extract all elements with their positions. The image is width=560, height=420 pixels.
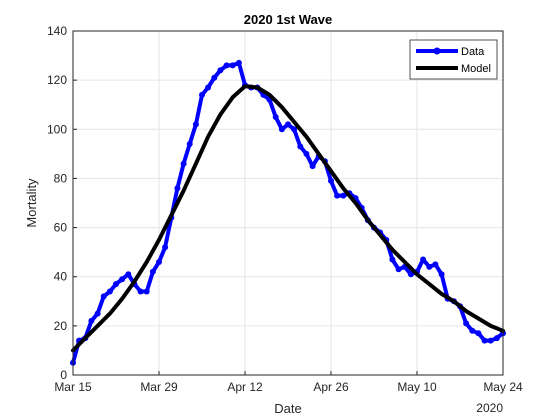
data-point-data — [113, 281, 119, 288]
data-point-data — [88, 317, 95, 324]
plot-area — [73, 31, 503, 375]
data-point-data — [119, 276, 126, 283]
data-point-data — [180, 160, 187, 167]
data-point-data — [493, 335, 500, 342]
y-tick-label: 120 — [47, 73, 67, 87]
legend-box — [409, 39, 498, 80]
data-point-data — [481, 337, 488, 344]
data-point-data — [297, 143, 304, 150]
data-point-data — [432, 261, 439, 268]
data-point-data — [420, 256, 427, 263]
legend-model-label: Model — [461, 63, 491, 75]
data-point-data — [328, 177, 334, 184]
y-tick-label: 100 — [47, 122, 67, 136]
data-point-data — [100, 293, 107, 300]
data-point-data — [235, 59, 242, 66]
data-point-data — [334, 192, 341, 199]
y-tick-label: 60 — [54, 221, 68, 235]
y-axis-label: Mortality — [24, 178, 39, 228]
data-point-data — [285, 121, 291, 128]
y-tick-label: 20 — [54, 319, 68, 333]
data-point-data — [407, 271, 414, 278]
data-point-data — [162, 244, 169, 251]
data-point-data — [389, 256, 396, 263]
series-layer — [70, 59, 506, 366]
data-point-data — [475, 330, 482, 337]
chart-title: 2020 1st Wave — [244, 12, 332, 27]
y-tick-label: 0 — [60, 368, 67, 382]
data-point-data — [174, 185, 181, 192]
data-point-data — [487, 337, 494, 344]
data-point-data — [192, 121, 199, 128]
x-tick-label: Mar 15 — [54, 380, 92, 394]
data-point-data — [217, 67, 224, 74]
data-point-data — [303, 150, 310, 157]
ticks: Mar 15 Mar 29 Apr 12 Apr 26 May 10 May 24 0 20 4… — [47, 24, 523, 394]
data-point-data — [199, 91, 205, 98]
legend: Data Model — [409, 39, 498, 80]
data-point-data — [395, 266, 402, 273]
x-tick-label: Apr 26 — [313, 380, 349, 394]
y-tick-label: 40 — [54, 270, 68, 284]
x-tick-label: May 24 — [483, 380, 523, 394]
x-axis-secondary-label: 2020 — [476, 401, 503, 415]
data-point-data — [426, 263, 433, 270]
series-line-model — [71, 84, 505, 353]
data-point-data — [106, 288, 113, 295]
plot-frame — [72, 30, 504, 376]
data-point-data — [211, 74, 218, 81]
data-point-data — [291, 126, 298, 133]
data-point-data — [463, 320, 470, 327]
x-tick-label: May 10 — [397, 380, 437, 394]
data-point-data — [438, 271, 445, 278]
data-point-data — [272, 114, 279, 120]
data-point-data — [278, 126, 285, 133]
legend-data-marker — [433, 47, 441, 55]
y-tick-label: 140 — [47, 24, 67, 38]
data-point-data — [137, 288, 144, 295]
data-point-data — [125, 271, 132, 278]
legend-data-label: Data — [461, 46, 485, 58]
data-point-data — [340, 192, 347, 199]
data-point-data — [94, 310, 101, 317]
data-point-data — [205, 84, 212, 91]
data-point-data — [143, 288, 150, 295]
data-point-data — [309, 163, 316, 170]
y-tick-label: 80 — [54, 171, 68, 185]
x-axis-label: Date — [274, 401, 301, 416]
data-point-data — [229, 62, 236, 69]
data-point-data — [186, 141, 193, 147]
data-point-data — [149, 268, 156, 275]
data-point-data — [223, 62, 230, 69]
x-tick-label: Apr 12 — [227, 380, 263, 394]
data-point-data — [469, 327, 476, 334]
data-point-data — [156, 259, 162, 265]
x-tick-label: Mar 29 — [140, 380, 178, 394]
